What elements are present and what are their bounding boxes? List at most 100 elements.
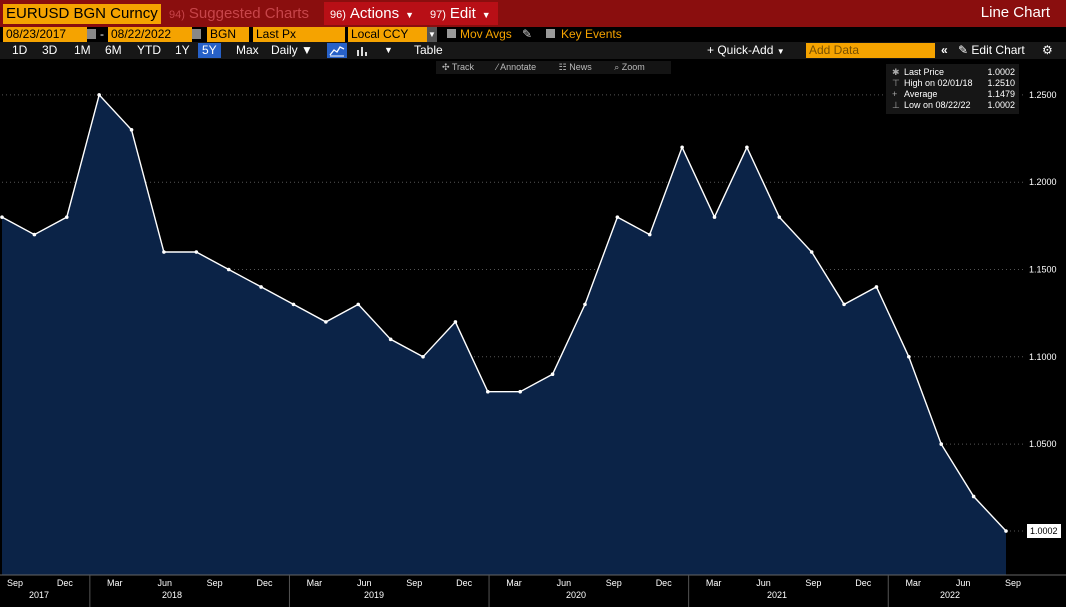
period-3d[interactable]: 3D	[42, 43, 58, 57]
gear-icon[interactable]: ⚙	[1042, 43, 1053, 57]
data-point	[907, 354, 911, 359]
period-5y[interactable]: 5Y	[198, 43, 221, 58]
data-point	[971, 494, 976, 499]
edit-menu[interactable]: 97) Edit ▼	[424, 2, 498, 25]
data-point	[421, 354, 425, 359]
zoom-tool[interactable]: ⌕ Zoom	[614, 62, 645, 72]
mov-avgs-checkbox[interactable]	[447, 29, 456, 38]
chevron-down-icon[interactable]: ▼	[427, 27, 437, 42]
average-icon: +	[892, 89, 898, 99]
x-month-label: Sep	[406, 578, 422, 588]
suggested-num: 94)	[169, 9, 185, 21]
edit-label: Edit	[449, 5, 476, 22]
source-field[interactable]: BGN	[207, 27, 249, 42]
x-year-label: 2022	[940, 590, 960, 600]
table-button[interactable]: Table	[414, 43, 443, 57]
price-chart[interactable]: 1.0002 1.0500 1.1000 1.1500 1.2000 1.2500 Sep D…	[0, 60, 1066, 607]
y-tick-label: 1.0500	[1029, 439, 1057, 449]
pencil-icon[interactable]: ✎	[522, 27, 533, 41]
period-1y[interactable]: 1Y	[175, 43, 190, 57]
annotate-label: Annotate	[500, 62, 537, 72]
news-tool[interactable]: ☷ News	[558, 62, 592, 72]
legend-label: Average	[904, 89, 938, 99]
x-month-label: Sep	[7, 578, 23, 588]
x-month-label: Sep	[805, 578, 821, 588]
data-point	[453, 320, 458, 324]
quick-add-button[interactable]: + Quick-Add ▼	[703, 43, 789, 58]
data-point	[194, 250, 199, 254]
suggested-charts-menu[interactable]: 94) Suggested Charts	[163, 2, 315, 25]
key-events-checkbox[interactable]	[546, 29, 555, 38]
add-data-input[interactable]: Add Data	[806, 43, 935, 58]
chevron-down-icon: ▼	[776, 47, 785, 56]
actions-menu[interactable]: 96) Actions ▼	[324, 2, 431, 25]
period-1m[interactable]: 1M	[74, 43, 91, 57]
data-point	[32, 232, 37, 237]
chevron-down-icon: ▼	[301, 43, 313, 57]
x-month-label: Jun	[956, 578, 971, 588]
period-max[interactable]: Max	[236, 43, 259, 57]
data-point	[647, 232, 652, 237]
legend-label: Last Price	[904, 67, 945, 77]
x-year-label: 2019	[364, 590, 384, 600]
actions-num: 96)	[330, 9, 346, 21]
x-month-label: Dec	[57, 578, 74, 588]
x-month-label: Mar	[307, 578, 323, 588]
data-point	[680, 145, 684, 150]
chart-type-label: Line Chart	[980, 4, 1050, 21]
chart-tools: ✣ Track ⁄ Annotate ☷ News ⌕ Zoom	[436, 61, 671, 74]
calendar-icon[interactable]	[87, 29, 96, 39]
data-point	[226, 267, 231, 272]
star-icon: ✱	[892, 67, 900, 77]
data-point	[291, 302, 296, 307]
track-tool[interactable]: ✣ Track	[442, 62, 475, 72]
edit-chart-label: Edit Chart	[971, 43, 1025, 57]
legend-row-low: ⊥ Low on 08/22/22 1.0002	[886, 100, 1019, 111]
track-label: Track	[451, 62, 475, 72]
high-icon: ⊤	[892, 78, 900, 88]
calendar-icon[interactable]	[192, 29, 201, 39]
actions-label: Actions	[349, 5, 400, 22]
edit-num: 97)	[430, 9, 446, 21]
x-year-label: 2021	[767, 590, 787, 600]
mov-avgs-label[interactable]: Mov Avgs	[460, 27, 512, 41]
chevron-down-icon[interactable]: ▼	[384, 45, 393, 55]
news-label: News	[569, 62, 592, 72]
legend-value: 1.0002	[987, 100, 1015, 110]
x-month-label: Sep	[207, 578, 223, 588]
edit-chart-button[interactable]: ✎ Edit Chart	[958, 43, 1025, 58]
period-ytd[interactable]: YTD	[137, 43, 161, 57]
field-select[interactable]: Last Px	[253, 27, 345, 42]
annotate-tool[interactable]: ⁄ Annotate	[496, 62, 537, 72]
title-bar	[0, 0, 1066, 27]
line-chart-icon[interactable]	[327, 43, 347, 58]
data-point	[64, 215, 69, 219]
x-year-label: 2018	[162, 590, 182, 600]
x-month-label: Mar	[107, 578, 123, 588]
legend-label: High on 02/01/18	[904, 78, 973, 88]
data-point	[809, 250, 814, 254]
data-point	[162, 250, 166, 254]
data-point	[518, 389, 522, 394]
x-month-label: Dec	[656, 578, 673, 588]
data-point	[356, 302, 361, 307]
data-point	[874, 285, 879, 289]
toolbar	[0, 42, 1066, 59]
suggested-label: Suggested Charts	[188, 5, 309, 22]
currency-select[interactable]: Local CCY	[348, 27, 430, 42]
data-point	[388, 337, 393, 342]
y-tick-label: 1.2500	[1029, 90, 1057, 100]
legend-label: Low on 08/22/22	[904, 100, 971, 110]
end-date-field[interactable]: 08/22/2022	[108, 27, 192, 42]
key-events-label[interactable]: Key Events	[561, 27, 622, 41]
period-1d[interactable]: 1D	[12, 43, 28, 57]
bar-chart-icon[interactable]	[353, 43, 373, 58]
security-ticker[interactable]: EURUSD BGN Curncy	[3, 4, 161, 24]
period-6m[interactable]: 6M	[105, 43, 122, 57]
collapse-icon[interactable]: «	[941, 43, 948, 57]
date-separator: -	[100, 27, 104, 41]
legend-row-average: + Average 1.1479	[886, 89, 1019, 100]
data-point	[129, 128, 134, 132]
frequency-select[interactable]: Daily ▼	[267, 43, 317, 58]
start-date-field[interactable]: 08/23/2017	[3, 27, 87, 42]
